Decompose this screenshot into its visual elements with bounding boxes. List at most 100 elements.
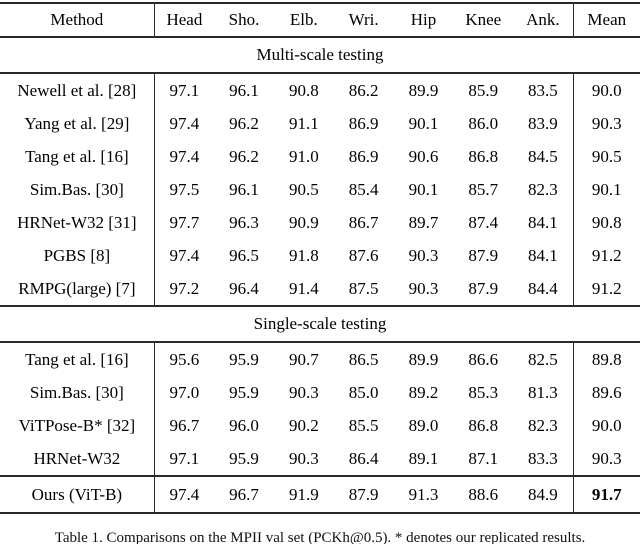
score-cell: 97.5 <box>153 173 215 206</box>
method-cell: Sim.Bas. [30] <box>29 382 124 402</box>
column-header-elb: Elb. <box>289 10 318 29</box>
section-header-label: Multi-scale testing <box>256 45 384 64</box>
method-cell: Tang et al. [16] <box>25 146 129 166</box>
table-row: Tang et al. [16] 95.6 95.9 90.7 86.5 89.9 86.6… <box>0 342 640 376</box>
score-cell: 86.9 <box>348 113 379 133</box>
column-header-head: Head <box>153 3 215 37</box>
column-header-hip: Hip <box>410 10 437 29</box>
mean-cell: 91.2 <box>572 239 640 272</box>
score-cell: 90.3 <box>408 278 439 298</box>
table-row: Tang et al. [16] 97.4 96.2 91.0 86.9 90.6 86.8… <box>0 140 640 173</box>
mean-cell: 90.1 <box>572 173 640 206</box>
column-header-knee: Knee <box>465 10 502 29</box>
score-cell: 84.1 <box>528 212 558 232</box>
score-cell: 91.9 <box>288 484 319 504</box>
score-cell: 89.9 <box>408 349 439 369</box>
score-cell: 85.7 <box>468 179 499 199</box>
method-cell: ViTPose-B* [32] <box>18 415 136 435</box>
section-header-row: Multi-scale testing <box>0 37 640 73</box>
score-cell: 97.7 <box>153 206 215 239</box>
table-row: Newell et al. [28] 97.1 96.1 90.8 86.2 89.9 85… <box>0 73 640 107</box>
score-cell: 90.8 <box>288 80 319 100</box>
method-cell: Sim.Bas. [30] <box>29 179 124 199</box>
method-cell: RMPG(large) [7] <box>18 278 136 298</box>
score-cell: 97.4 <box>153 140 215 173</box>
score-cell: 83.5 <box>528 80 558 100</box>
table-row: Yang et al. [29] 97.4 96.2 91.1 86.9 90.1 86.0… <box>0 107 640 140</box>
method-cell: HRNet-W32 <box>33 448 121 468</box>
column-header-ank: Ank. <box>526 10 560 29</box>
table-row: RMPG(large) [7] 97.2 96.4 91.4 87.5 90.3 87.9 8… <box>0 272 640 306</box>
method-cell: Newell et al. [28] <box>17 80 137 100</box>
method-cell: HRNet-W32 [31] <box>17 212 137 232</box>
table-caption: Table 1. Comparisons on the MPII val set… <box>54 530 586 544</box>
score-cell: 82.5 <box>528 349 558 369</box>
score-cell: 97.2 <box>153 272 215 306</box>
mean-cell: 91.7 <box>572 476 640 513</box>
header-row: Method Head Sho. Elb. Wri. Hip Knee Ank. Mean <box>0 3 640 37</box>
score-cell: 95.6 <box>153 342 215 376</box>
score-cell: 90.6 <box>408 146 439 166</box>
score-cell: 90.2 <box>288 415 319 435</box>
score-cell: 96.1 <box>229 80 259 100</box>
score-cell: 87.5 <box>348 278 379 298</box>
score-cell: 86.8 <box>468 146 499 166</box>
score-cell: 90.1 <box>408 179 439 199</box>
table-row: Ours (ViT-B) 97.4 96.7 91.9 87.9 91.3 88.6 84.9… <box>0 476 640 513</box>
score-cell: 91.3 <box>408 484 439 504</box>
mean-cell: 90.3 <box>572 107 640 140</box>
table-body: Multi-scale testing Newell et al. [28] 97.… <box>0 37 640 513</box>
mean-cell: 89.6 <box>572 376 640 409</box>
table-row: ViTPose-B* [32] 96.7 96.0 90.2 85.5 89.0 86.8 8… <box>0 409 640 442</box>
mean-cell: 89.8 <box>572 342 640 376</box>
score-cell: 96.0 <box>229 415 259 435</box>
score-cell: 84.1 <box>528 245 558 265</box>
score-cell: 86.0 <box>468 113 499 133</box>
column-header-mean: Mean <box>572 3 640 37</box>
score-cell: 86.4 <box>348 448 379 468</box>
mean-cell: 90.3 <box>572 442 640 476</box>
score-cell: 97.4 <box>153 239 215 272</box>
score-cell: 84.4 <box>528 278 558 298</box>
score-cell: 86.6 <box>468 349 499 369</box>
mean-cell: 91.2 <box>572 272 640 306</box>
score-cell: 85.0 <box>348 382 379 402</box>
score-cell: 86.7 <box>348 212 379 232</box>
score-cell: 96.3 <box>229 212 259 232</box>
score-cell: 87.9 <box>348 484 379 504</box>
method-cell: Yang et al. [29] <box>24 113 130 133</box>
score-cell: 91.8 <box>288 245 319 265</box>
section-header-row: Single-scale testing <box>0 306 640 342</box>
score-cell: 96.7 <box>153 409 215 442</box>
score-cell: 84.5 <box>528 146 558 166</box>
table-row: HRNet-W32 97.1 95.9 90.3 86.4 89.1 87.1 83.3 90.… <box>0 442 640 476</box>
score-cell: 90.3 <box>288 448 319 468</box>
section-header-label: Single-scale testing <box>253 314 387 333</box>
table-row: Sim.Bas. [30] 97.5 96.1 90.5 85.4 90.1 85.7 82.… <box>0 173 640 206</box>
column-header-sho: Sho. <box>228 10 260 29</box>
table-row: Sim.Bas. [30] 97.0 95.9 90.3 85.0 89.2 85.3 81.… <box>0 376 640 409</box>
score-cell: 97.0 <box>153 376 215 409</box>
score-cell: 90.7 <box>288 349 319 369</box>
score-cell: 90.3 <box>288 382 319 402</box>
score-cell: 85.4 <box>348 179 379 199</box>
score-cell: 95.9 <box>229 349 259 369</box>
score-cell: 89.2 <box>408 382 439 402</box>
score-cell: 87.6 <box>348 245 379 265</box>
score-cell: 88.6 <box>468 484 499 504</box>
score-cell: 96.2 <box>229 146 259 166</box>
score-cell: 86.8 <box>468 415 499 435</box>
method-cell: Tang et al. [16] <box>25 349 129 369</box>
score-cell: 96.4 <box>229 278 259 298</box>
score-cell: 95.9 <box>229 382 259 402</box>
score-cell: 89.9 <box>408 80 439 100</box>
score-cell: 83.3 <box>528 448 558 468</box>
method-cell: PGBS [8] <box>43 245 111 265</box>
score-cell: 82.3 <box>528 415 558 435</box>
score-cell: 82.3 <box>528 179 558 199</box>
score-cell: 83.9 <box>528 113 558 133</box>
score-cell: 81.3 <box>528 382 558 402</box>
table-row: HRNet-W32 [31] 97.7 96.3 90.9 86.7 89.7 87.4 84… <box>0 206 640 239</box>
score-cell: 84.9 <box>528 484 558 504</box>
score-cell: 86.9 <box>348 146 379 166</box>
